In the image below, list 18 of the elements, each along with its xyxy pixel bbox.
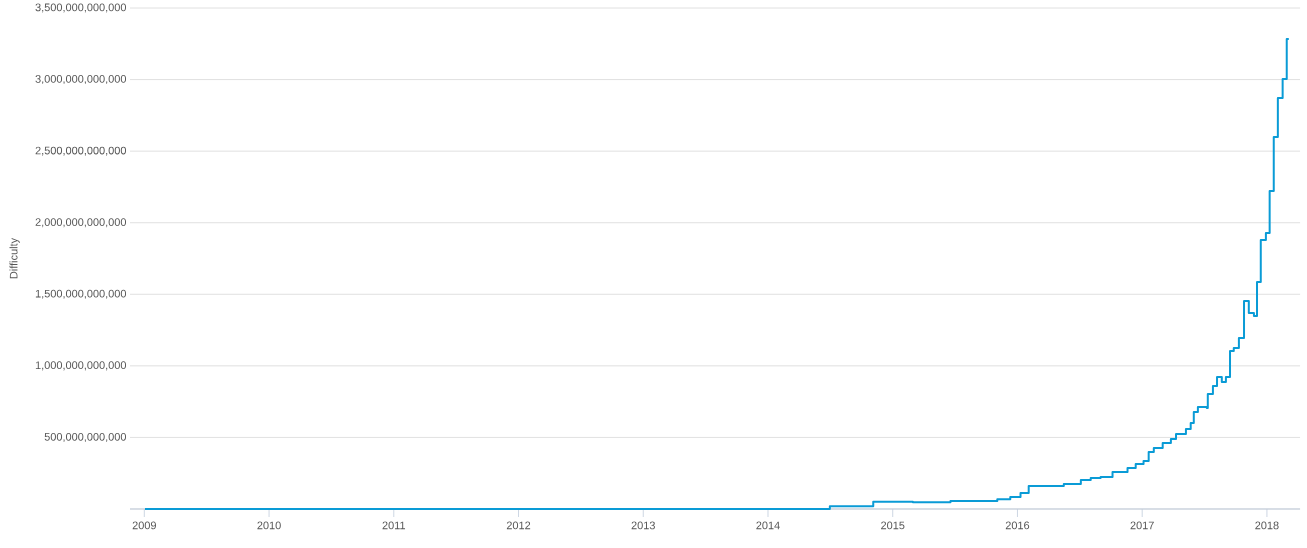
x-tick-label: 2011 <box>382 521 406 530</box>
y-tick-label: 500,000,000,000 <box>44 432 127 442</box>
y-tick-label: 2,500,000,000,000 <box>35 146 127 156</box>
y-tick-label: 3,000,000,000,000 <box>35 75 127 85</box>
x-tick-label: 2015 <box>881 521 905 530</box>
x-tick-label: 2016 <box>1005 521 1030 530</box>
y-tick-label: 1,000,000,000,000 <box>35 361 127 371</box>
x-tick-label: 2013 <box>631 521 655 530</box>
y-tick-label: 3,500,000,000,000 <box>35 3 127 13</box>
x-tick-label: 2017 <box>1130 521 1154 530</box>
x-tick-label: 2009 <box>132 521 156 530</box>
x-tick-label: 2010 <box>257 521 281 530</box>
y-tick-label: 1,500,000,000,000 <box>35 289 127 299</box>
x-tick-label: 2012 <box>506 521 531 530</box>
x-tick-label: 2018 <box>1255 521 1279 530</box>
y-axis-title: Difficulty <box>9 237 20 279</box>
y-tick-label: 2,000,000,000,000 <box>35 218 127 228</box>
x-tick-label: 2014 <box>756 521 780 530</box>
